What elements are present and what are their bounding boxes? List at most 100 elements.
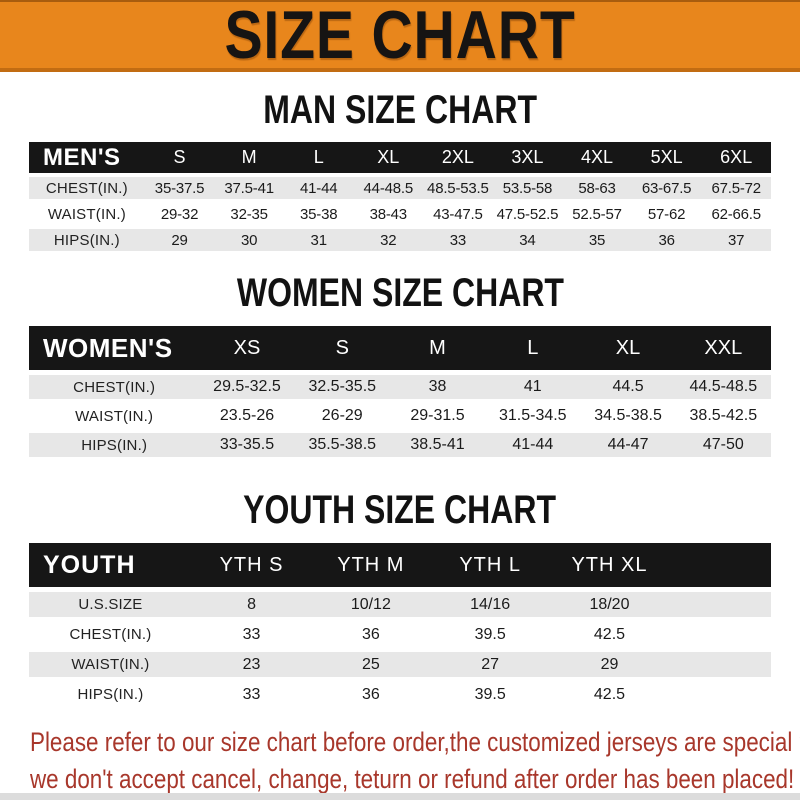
value-cell: 33 — [423, 229, 493, 251]
footer-notice: Please refer to our size chart before or… — [30, 726, 800, 800]
value-cell: 37 — [701, 229, 771, 251]
value-cell: 38.5-41 — [389, 433, 486, 457]
youth-size-section: YOUTH SIZE CHART YOUTH YTH S YTH M YTH L YTH… — [0, 462, 800, 712]
man-size-heading-text: MAN SIZE CHART — [263, 88, 537, 132]
value-cell: 57-62 — [631, 203, 702, 225]
value-cell: 23.5-26 — [199, 404, 295, 428]
table-row: WAIST(IN.) 29-32 32-35 35-38 38-43 43-47.5 47.… — [29, 203, 771, 225]
value-cell: 53.5-58 — [492, 177, 563, 199]
size-column-header: S — [144, 142, 215, 173]
value-cell: 39.5 — [430, 682, 550, 707]
value-cell: 41-44 — [283, 177, 354, 199]
size-column-header: M — [389, 326, 486, 370]
youth-size-heading-text: YOUTH SIZE CHART — [243, 488, 557, 532]
value-cell: 38 — [389, 375, 486, 399]
value-cell: 47.5-52.5 — [492, 203, 563, 225]
value-cell: 44-48.5 — [353, 177, 424, 199]
size-column-header: 2XL — [423, 142, 493, 173]
size-column-header: L — [485, 326, 581, 370]
value-cell: 42.5 — [549, 682, 670, 707]
table-title-cell: YOUTH — [29, 543, 192, 587]
value-cell: 29-31.5 — [389, 404, 486, 428]
table-header-row: MEN'S S M L XL 2XL 3XL 4XL 5XL 6XL — [29, 142, 771, 173]
value-cell: 23 — [191, 652, 312, 677]
value-cell: 25 — [311, 652, 431, 677]
value-cell: 58-63 — [562, 177, 632, 199]
value-cell: 39.5 — [430, 622, 550, 647]
row-label-cell: HIPS(IN.) — [29, 433, 200, 457]
value-cell: 29.5-32.5 — [199, 375, 295, 399]
size-column-header: 3XL — [492, 142, 563, 173]
value-cell: 48.5-53.5 — [423, 177, 493, 199]
value-cell: 38.5-42.5 — [675, 404, 771, 428]
value-cell: 35.5-38.5 — [294, 433, 390, 457]
size-column-header: L — [283, 142, 354, 173]
row-label-cell: WAIST(IN.) — [29, 652, 192, 677]
size-column-header: XL — [580, 326, 676, 370]
value-cell: 29-32 — [144, 203, 215, 225]
notice-line-1: Please refer to our size chart before or… — [30, 727, 800, 757]
value-cell: 47-50 — [675, 433, 771, 457]
value-cell: 29 — [549, 652, 670, 677]
value-cell: 27 — [430, 652, 550, 677]
value-cell: 36 — [631, 229, 702, 251]
value-cell: 41-44 — [485, 433, 581, 457]
table-row: WAIST(IN.) 23.5-26 26-29 29-31.5 31.5-34.5 34… — [29, 404, 771, 428]
table-title-cell: WOMEN'S — [29, 326, 200, 370]
value-cell: 35 — [562, 229, 632, 251]
value-cell: 29 — [144, 229, 215, 251]
table-row: HIPS(IN.) 29 30 31 32 33 34 35 36 37 — [29, 229, 771, 251]
size-column-header: XL — [353, 142, 424, 173]
table-header-row: YOUTH YTH S YTH M YTH L YTH XL — [29, 543, 771, 587]
value-cell: 32 — [353, 229, 424, 251]
value-cell: 35-37.5 — [144, 177, 215, 199]
value-cell: 26-29 — [294, 404, 390, 428]
table-row: CHEST(IN.) 33 36 39.5 42.5 — [29, 622, 771, 647]
row-label-cell: CHEST(IN.) — [29, 622, 192, 647]
banner: SIZE CHART — [0, 0, 800, 72]
value-cell: 44.5-48.5 — [675, 375, 771, 399]
size-column-header: 4XL — [562, 142, 632, 173]
men-size-table: MEN'S S M L XL 2XL 3XL 4XL 5XL 6XL CHEST(IN.) 35-37… — [29, 138, 771, 255]
size-column-header: YTH S — [191, 543, 312, 587]
value-cell: 32-35 — [214, 203, 284, 225]
table-row: HIPS(IN.) 33-35.5 35.5-38.5 38.5-41 41-44 44-… — [29, 433, 771, 457]
filler-cell — [669, 622, 771, 647]
value-cell: 10/12 — [311, 592, 431, 617]
women-size-heading: WOMEN SIZE CHART — [0, 255, 800, 315]
size-column-header: 6XL — [701, 142, 771, 173]
value-cell: 33-35.5 — [199, 433, 295, 457]
row-label-cell: U.S.SIZE — [29, 592, 192, 617]
filler-cell — [669, 592, 771, 617]
value-cell: 8 — [191, 592, 312, 617]
women-size-section: WOMEN SIZE CHART WOMEN'S XS S M L XL XXL CHEST(… — [0, 255, 800, 462]
table-title-cell: MEN'S — [29, 142, 145, 173]
value-cell: 52.5-57 — [562, 203, 632, 225]
women-size-heading-text: WOMEN SIZE CHART — [236, 271, 564, 315]
row-label-cell: CHEST(IN.) — [29, 375, 200, 399]
notice-line-2: we don't accept cancel, change, teturn o… — [30, 764, 795, 794]
value-cell: 34.5-38.5 — [580, 404, 676, 428]
value-cell: 38-43 — [353, 203, 424, 225]
table-row: HIPS(IN.) 33 36 39.5 42.5 — [29, 682, 771, 707]
size-column-header: XXL — [675, 326, 771, 370]
value-cell: 44.5 — [580, 375, 676, 399]
value-cell: 37.5-41 — [214, 177, 284, 199]
bottom-edge-strip — [0, 793, 800, 800]
women-size-table: WOMEN'S XS S M L XL XXL CHEST(IN.) 29.5-32.5 32.5… — [29, 321, 771, 462]
value-cell: 14/16 — [430, 592, 550, 617]
size-column-header: S — [294, 326, 390, 370]
size-column-header: YTH XL — [549, 543, 670, 587]
size-column-header: YTH M — [311, 543, 431, 587]
value-cell: 31 — [283, 229, 354, 251]
filler-cell — [669, 652, 771, 677]
value-cell: 67.5-72 — [701, 177, 771, 199]
table-header-row: WOMEN'S XS S M L XL XXL — [29, 326, 771, 370]
youth-size-heading: YOUTH SIZE CHART — [0, 462, 800, 532]
value-cell: 62-66.5 — [701, 203, 771, 225]
value-cell: 44-47 — [580, 433, 676, 457]
value-cell: 43-47.5 — [423, 203, 493, 225]
filler-cell — [669, 682, 771, 707]
banner-title: SIZE CHART — [224, 0, 576, 73]
value-cell: 34 — [492, 229, 563, 251]
